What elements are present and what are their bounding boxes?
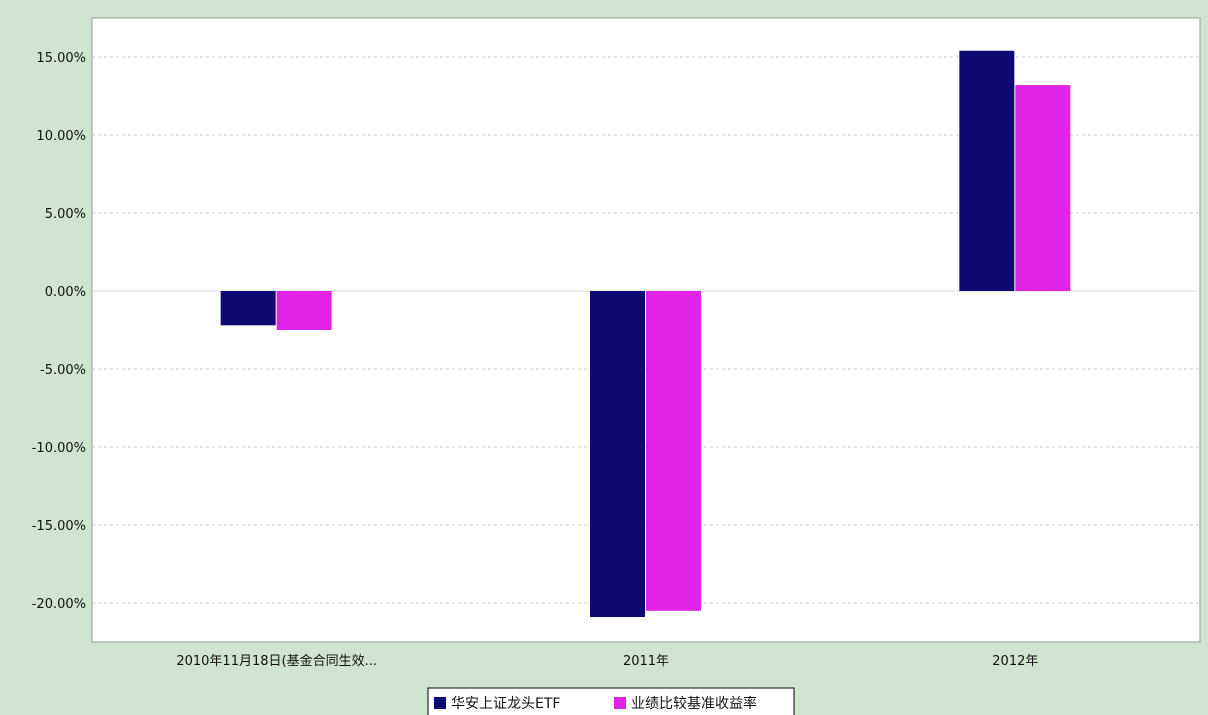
legend: 华安上证龙头ETF 业绩比较基准收益率 <box>427 687 795 715</box>
legend-swatch <box>614 697 626 709</box>
y-tick-label: 5.00% <box>45 207 86 222</box>
y-axis-ticks: 15.00% 10.00% 5.00% 0.00% -5.00% -10.00% -15.0… <box>32 51 86 612</box>
y-tick-label: -10.00% <box>32 441 86 456</box>
y-tick-label: 10.00% <box>36 129 86 144</box>
x-axis-labels: 2010年11月18日(基金合同生效... 2011年 2012年 <box>176 653 1038 669</box>
legend-label: 华安上证龙头ETF <box>451 696 560 712</box>
x-category-label: 2011年 <box>623 654 669 669</box>
y-tick-label: -20.00% <box>32 597 86 612</box>
legend-swatch <box>434 697 446 709</box>
y-tick-label: -5.00% <box>40 363 86 378</box>
bar-series1 <box>590 291 645 618</box>
bar-series2 <box>276 291 332 330</box>
bars <box>220 50 1071 618</box>
x-category-label: 2010年11月18日(基金合同生效... <box>176 653 377 669</box>
bar-series2 <box>646 291 701 611</box>
bar-series2 <box>1015 85 1071 291</box>
bar-series1 <box>220 291 276 326</box>
y-tick-label: 15.00% <box>36 51 86 66</box>
legend-box <box>427 687 795 715</box>
x-category-label: 2012年 <box>992 654 1038 669</box>
bar-series1 <box>959 50 1015 292</box>
y-tick-label: -15.00% <box>32 519 86 534</box>
legend-label: 业绩比较基准收益率 <box>631 695 757 712</box>
y-tick-label: 0.00% <box>45 285 86 300</box>
